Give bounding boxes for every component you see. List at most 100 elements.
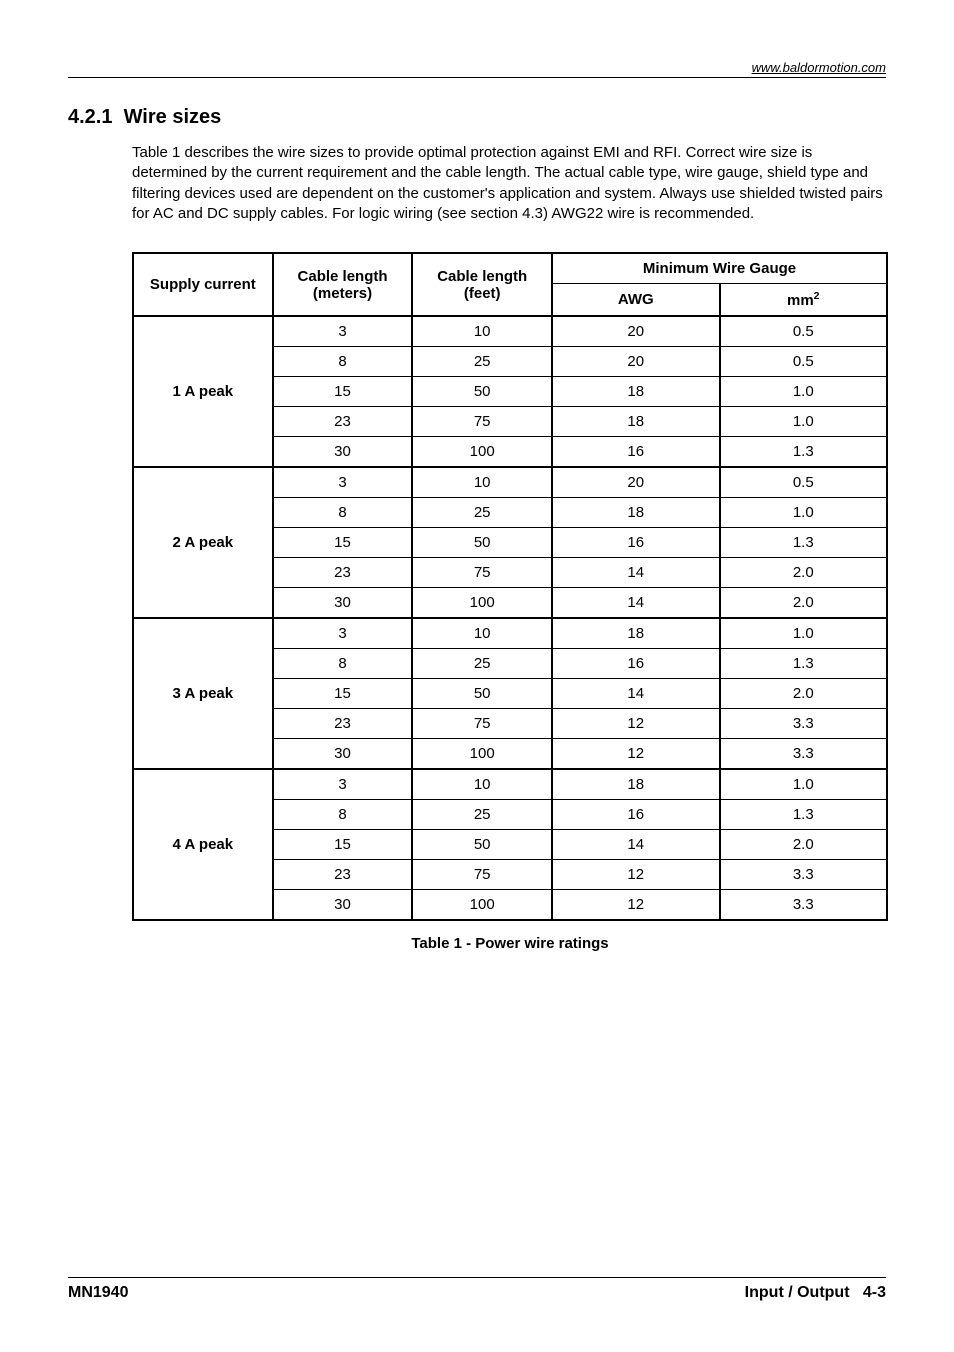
table-row: 4 A peak310181.0 <box>133 769 887 800</box>
table-cell: 1.0 <box>720 769 888 800</box>
table-cell: 18 <box>552 377 719 407</box>
table-row: 3 A peak310181.0 <box>133 618 887 649</box>
table-cell: 0.5 <box>720 316 888 347</box>
table-cell: 2.0 <box>720 679 888 709</box>
th-min-gauge: Minimum Wire Gauge <box>552 253 887 284</box>
table-cell: 23 <box>273 709 413 739</box>
table-cell: 75 <box>412 860 552 890</box>
row-group-label: 4 A peak <box>133 769 273 920</box>
wire-table: Supply current Cable length (meters) Cab… <box>132 252 888 921</box>
table-cell: 2.0 <box>720 558 888 588</box>
table-cell: 3 <box>273 769 413 800</box>
table-cell: 1.3 <box>720 649 888 679</box>
table-cell: 8 <box>273 498 413 528</box>
th-mm2: mm2 <box>720 284 888 317</box>
table-cell: 25 <box>412 800 552 830</box>
table-cell: 14 <box>552 588 719 619</box>
table-cell: 75 <box>412 407 552 437</box>
th-feet: Cable length (feet) <box>412 253 552 316</box>
header-url: www.baldormotion.com <box>68 60 886 75</box>
table-cell: 100 <box>412 437 552 468</box>
table-cell: 23 <box>273 860 413 890</box>
table-cell: 18 <box>552 498 719 528</box>
table-cell: 14 <box>552 830 719 860</box>
table-cell: 100 <box>412 588 552 619</box>
table-cell: 1.3 <box>720 800 888 830</box>
table-cell: 2.0 <box>720 830 888 860</box>
table-cell: 14 <box>552 558 719 588</box>
section-title: Wire sizes <box>124 106 222 128</box>
table-cell: 10 <box>412 316 552 347</box>
table-cell: 50 <box>412 377 552 407</box>
table-cell: 25 <box>412 347 552 377</box>
table-cell: 8 <box>273 649 413 679</box>
table-cell: 20 <box>552 467 719 498</box>
table-cell: 12 <box>552 860 719 890</box>
table-caption: Table 1 - Power wire ratings <box>132 935 888 952</box>
table-cell: 12 <box>552 709 719 739</box>
table-cell: 14 <box>552 679 719 709</box>
table-cell: 30 <box>273 588 413 619</box>
table-cell: 10 <box>412 618 552 649</box>
table-cell: 12 <box>552 890 719 921</box>
table-cell: 3.3 <box>720 890 888 921</box>
row-group-label: 3 A peak <box>133 618 273 769</box>
table-cell: 10 <box>412 467 552 498</box>
table-cell: 50 <box>412 528 552 558</box>
table-cell: 16 <box>552 649 719 679</box>
table-cell: 16 <box>552 437 719 468</box>
page-footer: MN1940 Input / Output 4-3 <box>68 1284 886 1302</box>
table-cell: 8 <box>273 800 413 830</box>
th-meters: Cable length (meters) <box>273 253 413 316</box>
section-number: 4.2.1 <box>68 106 112 128</box>
row-group-label: 1 A peak <box>133 316 273 467</box>
table-cell: 12 <box>552 739 719 770</box>
table-cell: 15 <box>273 679 413 709</box>
section-paragraph: Table 1 describes the wire sizes to prov… <box>132 143 886 224</box>
table-cell: 50 <box>412 679 552 709</box>
table-cell: 20 <box>552 316 719 347</box>
table-cell: 30 <box>273 739 413 770</box>
table-row: 1 A peak310200.5 <box>133 316 887 347</box>
th-awg: AWG <box>552 284 719 317</box>
table-cell: 30 <box>273 437 413 468</box>
table-cell: 15 <box>273 377 413 407</box>
table-cell: 30 <box>273 890 413 921</box>
table-cell: 3.3 <box>720 739 888 770</box>
row-group-label: 2 A peak <box>133 467 273 618</box>
table-cell: 10 <box>412 769 552 800</box>
table-cell: 1.3 <box>720 437 888 468</box>
footer-left: MN1940 <box>68 1284 128 1302</box>
table-cell: 75 <box>412 709 552 739</box>
table-cell: 16 <box>552 800 719 830</box>
table-cell: 100 <box>412 739 552 770</box>
table-cell: 20 <box>552 347 719 377</box>
th-supply: Supply current <box>133 253 273 316</box>
table-cell: 3 <box>273 467 413 498</box>
table-cell: 3.3 <box>720 709 888 739</box>
table-cell: 23 <box>273 558 413 588</box>
table-cell: 1.0 <box>720 407 888 437</box>
table-cell: 23 <box>273 407 413 437</box>
table-cell: 100 <box>412 890 552 921</box>
table-cell: 18 <box>552 769 719 800</box>
table-cell: 1.0 <box>720 377 888 407</box>
table-cell: 0.5 <box>720 347 888 377</box>
table-cell: 3 <box>273 618 413 649</box>
table-cell: 15 <box>273 528 413 558</box>
wire-table-body: 1 A peak310200.5825200.51550181.02375181… <box>133 316 887 920</box>
table-cell: 2.0 <box>720 588 888 619</box>
table-cell: 1.3 <box>720 528 888 558</box>
footer-rule <box>68 1277 886 1278</box>
table-cell: 18 <box>552 407 719 437</box>
table-cell: 3 <box>273 316 413 347</box>
table-row: 2 A peak310200.5 <box>133 467 887 498</box>
table-cell: 50 <box>412 830 552 860</box>
table-cell: 3.3 <box>720 860 888 890</box>
table-cell: 16 <box>552 528 719 558</box>
table-cell: 25 <box>412 498 552 528</box>
table-cell: 1.0 <box>720 498 888 528</box>
footer-right: Input / Output 4-3 <box>745 1284 886 1302</box>
table-cell: 25 <box>412 649 552 679</box>
table-cell: 8 <box>273 347 413 377</box>
